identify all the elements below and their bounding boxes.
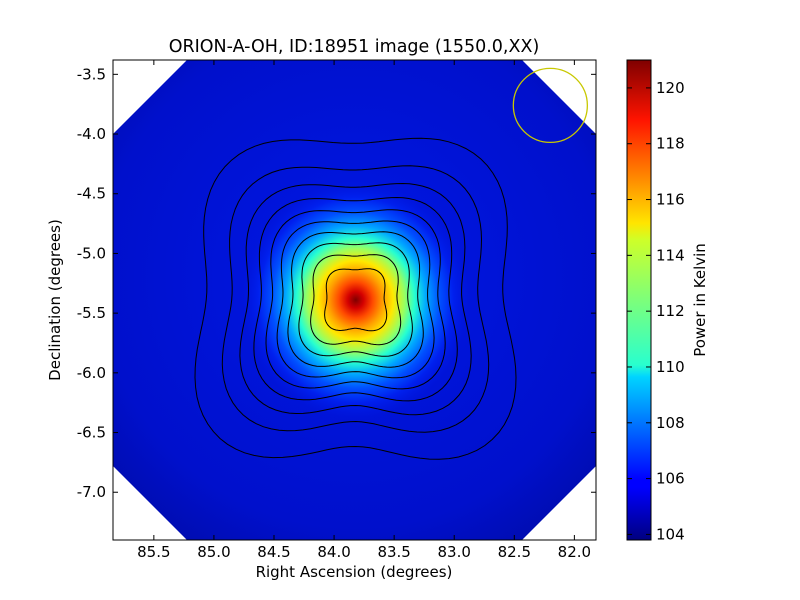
masked-corners xyxy=(113,60,596,540)
colorbar xyxy=(626,59,652,541)
contour-line xyxy=(194,137,517,460)
contour-line xyxy=(265,209,446,390)
contour-line xyxy=(298,242,413,357)
y-tick-label: -5.5 xyxy=(77,304,106,322)
contour-line xyxy=(221,165,490,433)
colorbar-tick-label: 106 xyxy=(656,470,685,488)
y-tick-label: -5.0 xyxy=(77,244,106,262)
y-axis-ticks: -3.5 -4.0 -4.5 -5.0 -5.5 -6.0 -6.5 -7.0 xyxy=(77,65,596,501)
y-tick-label: -4.5 xyxy=(77,185,106,203)
colorbar-tick-label: 110 xyxy=(656,358,685,376)
chart-title: ORION-A-OH, ID:18951 image (1550.0,XX) xyxy=(169,37,540,57)
y-tick-label: -4.0 xyxy=(77,125,106,143)
y-tick-label: -6.0 xyxy=(77,364,106,382)
contour-line xyxy=(239,182,472,416)
colorbar-tick-label: 114 xyxy=(656,246,685,264)
x-tick-label: 85.5 xyxy=(137,543,170,561)
x-tick-label: 83.5 xyxy=(377,543,410,561)
x-axis-label: Right Ascension (degrees) xyxy=(256,563,453,581)
x-tick-label: 84.5 xyxy=(257,543,290,561)
y-tick-label: -3.5 xyxy=(77,65,106,83)
heatmap-image xyxy=(113,60,596,540)
contour-line xyxy=(276,220,435,379)
y-axis-label: Declination (degrees) xyxy=(46,219,64,381)
colorbar-tick-label: 108 xyxy=(656,414,685,432)
contour-line xyxy=(324,268,388,332)
colorbar-tick-label: 112 xyxy=(656,302,685,320)
x-axis-ticks: 85.5 85.0 84.5 84.0 83.5 83.0 82.5 82.0 xyxy=(137,60,591,561)
y-tick-label: -6.5 xyxy=(77,424,106,442)
source-emission xyxy=(242,180,470,420)
x-tick-label: 85.0 xyxy=(197,543,230,561)
contour-line xyxy=(253,196,458,402)
beam-circle xyxy=(512,67,589,144)
x-tick-label: 83.0 xyxy=(438,543,471,561)
contour-line xyxy=(310,254,402,346)
colorbar-tick-label: 116 xyxy=(656,191,685,209)
masked-corner-0 xyxy=(113,60,187,134)
colorbar-tick-label: 104 xyxy=(656,525,685,543)
colorbar-ticks: 104 106 108 110 112 114 116 118 120 xyxy=(627,79,685,543)
x-tick-label: 84.0 xyxy=(317,543,350,561)
masked-corner-2 xyxy=(113,466,187,540)
y-tick-label: -7.0 xyxy=(77,483,106,501)
x-tick-label: 82.5 xyxy=(498,543,531,561)
colorbar-label: Power in Kelvin xyxy=(691,243,709,357)
contour-lines xyxy=(194,137,517,460)
plot-frame xyxy=(112,59,597,541)
masked-corner-1 xyxy=(522,60,596,134)
masked-corner-3 xyxy=(522,466,596,540)
x-tick-label: 82.0 xyxy=(558,543,591,561)
contour-line xyxy=(287,231,424,368)
colorbar-tick-label: 120 xyxy=(656,79,685,97)
colorbar-tick-label: 118 xyxy=(656,135,685,153)
